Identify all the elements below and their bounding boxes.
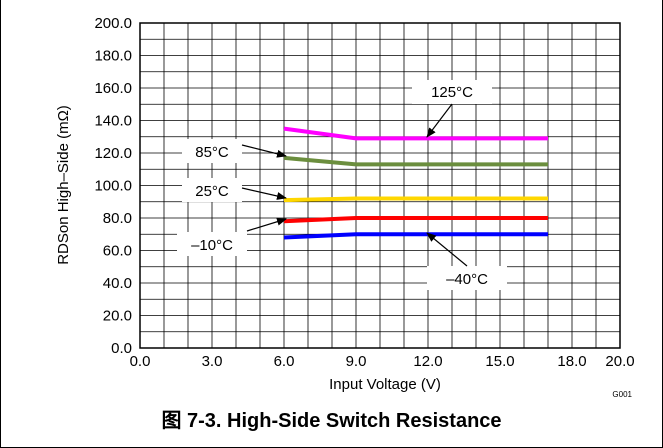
x-tick-label: 18.0 <box>557 353 586 370</box>
chart: 0.0 3.0 6.0 9.0 12.0 15.0 18.0 20.0 0.0 20.0 40.0… <box>55 15 635 399</box>
arrow-25c <box>241 187 287 200</box>
series-label-text: 85°C <box>195 144 229 161</box>
y-tick-label: 160.0 <box>94 80 132 97</box>
series-line <box>283 155 548 167</box>
x-tick-label: 3.0 <box>202 353 223 370</box>
y-tick-label: 120.0 <box>94 145 132 162</box>
x-tick-label: 9.0 <box>346 353 367 370</box>
x-tick-label: 12.0 <box>413 353 442 370</box>
series-label-25c: 25°C <box>182 178 242 202</box>
y-tick-label: 60.0 <box>103 243 132 260</box>
series-label-minus40c: –40°C <box>427 266 507 290</box>
series-line <box>283 232 548 240</box>
y-tick-label: 0.0 <box>111 340 132 357</box>
x-tick-label: 0.0 <box>130 353 151 370</box>
x-tick-label: 20.0 <box>605 353 634 370</box>
series-label-125c: 125°C <box>412 80 492 104</box>
series-line <box>283 216 548 224</box>
y-tick-label: 140.0 <box>94 113 132 130</box>
arrow-85c <box>241 144 287 158</box>
series-label-minus10c: –10°C <box>177 232 247 256</box>
figure-caption: 图 7-3. High-Side Switch Resistance <box>161 410 502 432</box>
y-axis-title: RDSon High–Side (mΩ) <box>55 105 72 265</box>
y-tick-label: 40.0 <box>103 275 132 292</box>
y-tick-label: 180.0 <box>94 48 132 65</box>
figure-id: G001 <box>612 390 632 399</box>
plot-area <box>139 22 621 349</box>
series-label-85c: 85°C <box>182 139 242 163</box>
series-label-text: –10°C <box>191 237 233 254</box>
series-label-text: 125°C <box>431 84 473 101</box>
y-tick-label: 20.0 <box>103 308 132 325</box>
x-tick-label: 15.0 <box>485 353 514 370</box>
arrow-125c <box>426 103 453 138</box>
series-label-text: 25°C <box>195 183 229 200</box>
series-label-text: –40°C <box>446 271 488 288</box>
arrow-minus10c <box>246 217 287 232</box>
arrow-minus40c <box>426 232 468 267</box>
y-tick-label: 80.0 <box>103 210 132 227</box>
series-line <box>283 126 548 141</box>
y-tick-label: 100.0 <box>94 178 132 195</box>
x-axis-title: Input Voltage (V) <box>329 376 441 393</box>
x-tick-label: 6.0 <box>274 353 295 370</box>
y-tick-label: 200.0 <box>94 15 132 32</box>
series-line <box>283 196 548 203</box>
